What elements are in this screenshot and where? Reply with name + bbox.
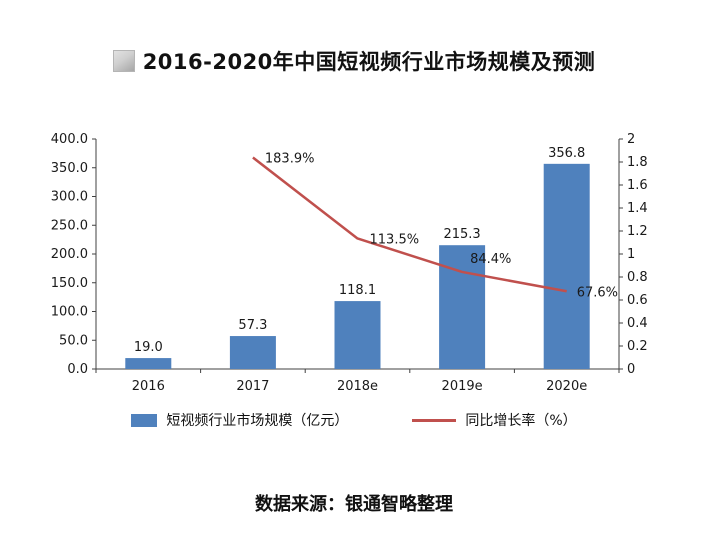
svg-text:2020e: 2020e <box>546 379 587 394</box>
svg-text:57.3: 57.3 <box>238 318 267 333</box>
svg-text:100.0: 100.0 <box>51 305 88 320</box>
legend: 短视频行业市场规模（亿元） 同比增长率（%） <box>0 410 708 430</box>
svg-text:183.9%: 183.9% <box>265 152 315 167</box>
svg-text:150.0: 150.0 <box>51 276 88 291</box>
svg-text:0.8: 0.8 <box>627 270 648 285</box>
chart-svg: 0.0 50.0 100.0 150.0 200.0 250.0 300.0 350.0 400… <box>51 132 648 394</box>
svg-text:350.0: 350.0 <box>51 161 88 176</box>
svg-text:0.0: 0.0 <box>67 362 88 377</box>
legend-label-market-size: 短视频行业市场规模（亿元） <box>166 413 349 429</box>
svg-text:215.3: 215.3 <box>443 227 480 242</box>
svg-text:356.8: 356.8 <box>548 146 585 161</box>
chart-area: 0.0 50.0 100.0 150.0 200.0 250.0 300.0 350.0 400… <box>0 124 708 402</box>
svg-text:113.5%: 113.5% <box>370 232 420 247</box>
page: 2016-2020年中国短视频行业市场规模及预测 0.0 50.0 100.0 150… <box>0 0 708 515</box>
legend-item-market-size: 短视频行业市场规模（亿元） <box>131 410 348 430</box>
svg-text:1.8: 1.8 <box>627 155 648 170</box>
svg-text:2: 2 <box>627 132 635 147</box>
svg-text:0: 0 <box>627 362 635 377</box>
svg-text:19.0: 19.0 <box>134 340 163 355</box>
title-row: 2016-2020年中国短视频行业市场规模及预测 <box>0 0 708 76</box>
svg-text:67.6%: 67.6% <box>577 285 618 300</box>
svg-text:1: 1 <box>627 247 635 262</box>
image-placeholder-icon <box>112 50 135 72</box>
svg-text:1.2: 1.2 <box>627 224 648 239</box>
svg-text:2016: 2016 <box>132 379 165 394</box>
bar-legend-swatch <box>131 413 158 427</box>
svg-text:300.0: 300.0 <box>51 190 88 205</box>
chart-title: 2016-2020年中国短视频行业市场规模及预测 <box>142 50 596 74</box>
svg-text:1.6: 1.6 <box>627 178 648 193</box>
svg-text:250.0: 250.0 <box>51 218 88 233</box>
source-caption: 数据来源：银通智略整理 <box>255 494 453 515</box>
svg-text:50.0: 50.0 <box>59 333 88 348</box>
svg-text:118.1: 118.1 <box>339 283 376 298</box>
legend-item-growth-rate: 同比增长率（%） <box>412 410 577 430</box>
svg-text:0.6: 0.6 <box>627 293 648 308</box>
svg-text:2019e: 2019e <box>442 379 483 394</box>
svg-text:0.4: 0.4 <box>627 316 648 331</box>
svg-text:1.4: 1.4 <box>627 201 648 216</box>
legend-label-growth-rate: 同比增长率（%） <box>465 413 577 429</box>
svg-text:2018e: 2018e <box>337 379 378 394</box>
svg-text:0.2: 0.2 <box>627 339 648 354</box>
svg-text:400.0: 400.0 <box>51 132 88 147</box>
svg-text:200.0: 200.0 <box>51 247 88 262</box>
svg-text:84.4%: 84.4% <box>470 252 511 267</box>
line-legend-swatch <box>412 418 457 422</box>
svg-text:2017: 2017 <box>236 379 269 394</box>
